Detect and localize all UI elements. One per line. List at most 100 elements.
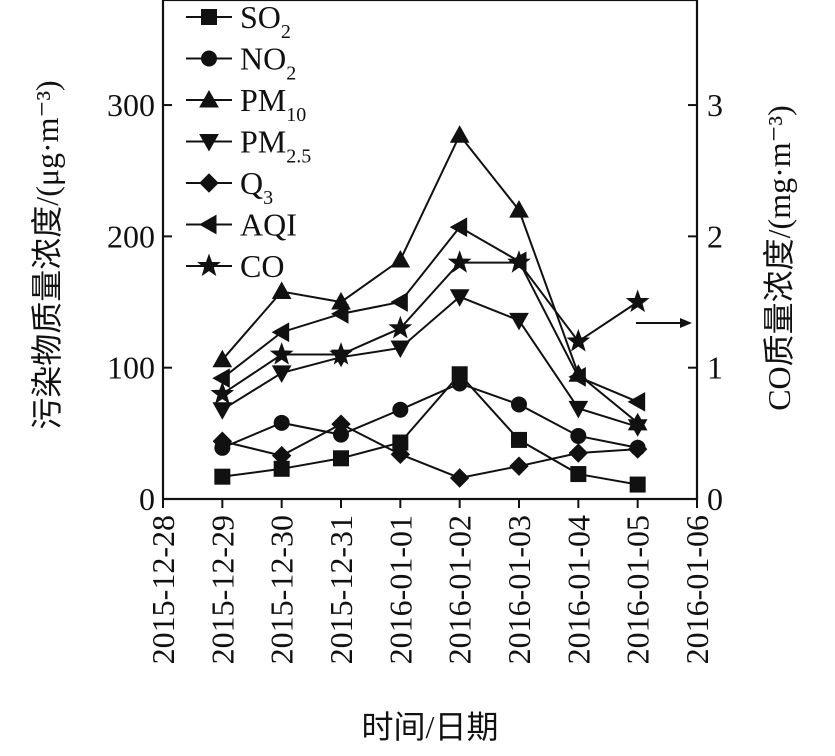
legend-marker bbox=[199, 89, 219, 108]
legend-item: PM10 bbox=[186, 82, 306, 126]
data-point-o3 bbox=[509, 456, 529, 476]
series-line-no2 bbox=[221, 382, 638, 449]
data-point-pm25 bbox=[449, 289, 470, 307]
data-point-pm10 bbox=[509, 200, 529, 218]
data-point-o3 bbox=[331, 414, 351, 434]
data-point-co bbox=[507, 250, 531, 273]
legend-item: Q3 bbox=[186, 165, 273, 209]
data-point-pm10 bbox=[449, 125, 470, 143]
legend-item: NO2 bbox=[186, 41, 296, 85]
data-point-co bbox=[388, 315, 413, 339]
x-tick-label: 2016-01-06 bbox=[679, 515, 715, 664]
x-axis-label: 时间/日期 bbox=[362, 709, 499, 745]
series-line-so2 bbox=[222, 372, 638, 486]
data-point-aqi bbox=[271, 322, 290, 343]
x-tick-label: 2016-01-04 bbox=[560, 515, 596, 664]
legend-marker bbox=[199, 173, 219, 193]
data-point-co bbox=[210, 381, 235, 405]
data-point-no2 bbox=[392, 401, 409, 418]
legend-marker bbox=[197, 253, 221, 277]
left-y-tick-label: 0 bbox=[139, 481, 155, 517]
data-point-pm25 bbox=[390, 340, 411, 359]
data-point-co bbox=[625, 289, 650, 313]
series-line-aqi bbox=[221, 225, 639, 403]
data-point-pm25 bbox=[627, 419, 648, 437]
left-y-axis: 0 100 200 300 bbox=[107, 87, 172, 517]
legend-label: NO2 bbox=[240, 41, 296, 85]
right-y-tick-label: 0 bbox=[707, 481, 723, 517]
legend-label: Q3 bbox=[240, 165, 273, 209]
x-axis: 2015-12-28 2015-12-29 2015-12-30 2015-12-31… bbox=[145, 499, 715, 664]
data-point-aqi bbox=[212, 368, 230, 389]
data-point-co bbox=[329, 342, 353, 365]
data-point-aqi bbox=[330, 303, 349, 324]
arrow-head-icon bbox=[680, 318, 692, 329]
data-point-no2 bbox=[451, 375, 468, 392]
legend-label: AQI bbox=[240, 207, 297, 243]
data-point-co bbox=[447, 250, 472, 273]
data-point-aqi bbox=[390, 292, 408, 312]
plot-border bbox=[161, 0, 699, 501]
x-tick-label: 2016-01-05 bbox=[620, 515, 656, 664]
legend-item: CO bbox=[186, 248, 284, 284]
data-point-o3 bbox=[568, 443, 589, 463]
legend-marker bbox=[201, 50, 217, 67]
series-line-o3 bbox=[222, 423, 638, 480]
legend-label: CO bbox=[240, 248, 284, 284]
data-point-no2 bbox=[570, 427, 587, 444]
series-line-pm25 bbox=[221, 295, 638, 428]
data-point-co bbox=[566, 328, 591, 352]
data-point-aqi bbox=[449, 217, 468, 238]
data-point-o3 bbox=[212, 431, 233, 451]
legend-item: PM2.5 bbox=[186, 124, 311, 168]
x-tick-label: 2016-01-02 bbox=[442, 515, 478, 664]
data-point-pm10 bbox=[212, 349, 233, 368]
plot-frame bbox=[161, 0, 699, 501]
right-y-tick-label: 3 bbox=[707, 87, 723, 123]
right-y-tick-label: 2 bbox=[707, 218, 723, 254]
series-markers bbox=[210, 125, 650, 493]
data-point-pm10 bbox=[271, 281, 292, 300]
data-point-so2 bbox=[511, 431, 527, 448]
legend-item: SO2 bbox=[186, 0, 291, 43]
data-point-no2 bbox=[273, 414, 290, 431]
left-y-tick-label: 300 bbox=[107, 87, 155, 123]
data-point-so2 bbox=[333, 450, 349, 467]
x-tick-label: 2016-01-01 bbox=[382, 515, 418, 664]
data-point-pm10 bbox=[390, 249, 411, 268]
data-point-o3 bbox=[271, 445, 292, 466]
data-point-no2 bbox=[511, 396, 527, 413]
data-point-pm25 bbox=[212, 402, 233, 420]
x-tick-label: 2015-12-28 bbox=[145, 515, 181, 664]
series-lines bbox=[221, 133, 639, 486]
data-point-o3 bbox=[390, 444, 411, 465]
legend-marker bbox=[201, 9, 217, 25]
legend-label: PM10 bbox=[240, 82, 306, 126]
left-y-axis-label: 污染物质量浓度/(μg·m⁻³) bbox=[29, 80, 65, 429]
data-point-o3 bbox=[449, 468, 470, 488]
x-tick-label: 2015-12-31 bbox=[323, 515, 359, 664]
right-y-tick-label: 1 bbox=[707, 350, 723, 386]
data-point-aqi bbox=[568, 367, 586, 387]
legend-marker bbox=[198, 214, 217, 235]
data-point-o3 bbox=[627, 439, 648, 459]
data-point-pm25 bbox=[568, 400, 589, 419]
series-line-co bbox=[221, 261, 639, 395]
data-point-pm25 bbox=[271, 365, 292, 383]
x-tick-label: 2015-12-30 bbox=[264, 515, 300, 664]
legend-item: AQI bbox=[186, 207, 297, 243]
left-y-tick-label: 200 bbox=[107, 218, 155, 254]
data-point-so2 bbox=[629, 476, 646, 493]
x-tick-label: 2016-01-03 bbox=[501, 515, 537, 664]
left-y-tick-label: 100 bbox=[107, 350, 155, 386]
data-point-so2 bbox=[570, 466, 587, 483]
data-point-pm25 bbox=[509, 312, 529, 331]
right-y-axis-label: CO质量浓度/(mg·m⁻³) bbox=[761, 105, 797, 411]
data-point-aqi bbox=[627, 391, 646, 412]
series-line-pm10 bbox=[221, 133, 639, 424]
right-y-axis: 0 1 2 3 bbox=[688, 87, 723, 517]
legend-marker bbox=[199, 134, 219, 152]
